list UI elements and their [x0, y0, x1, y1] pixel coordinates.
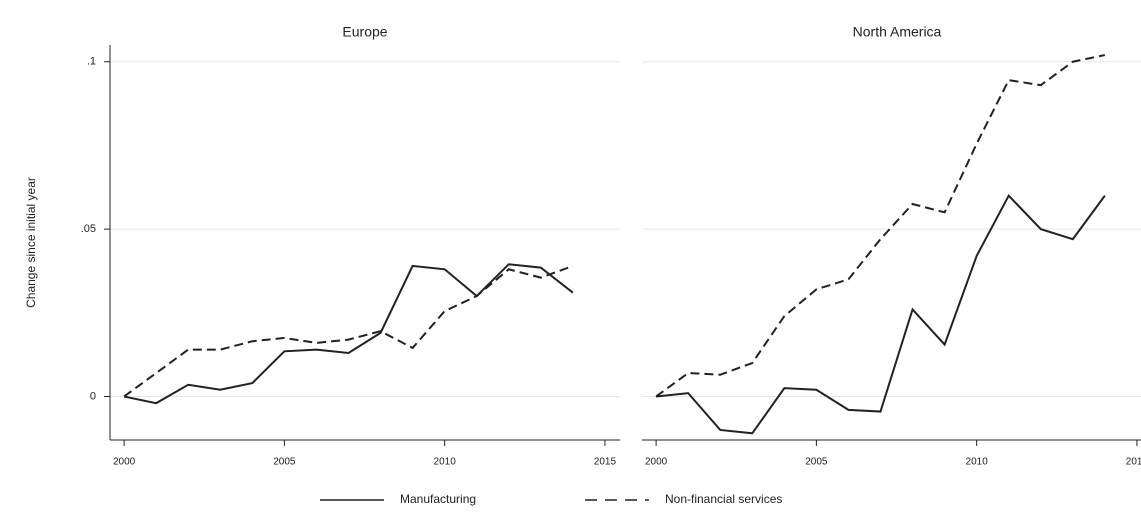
y-tick-label: .05 — [81, 223, 96, 235]
series-line — [656, 193, 1106, 435]
x-tick-label: 2015 — [594, 457, 617, 468]
panel-title: Europe — [342, 24, 387, 40]
legend-label: Non-financial services — [665, 492, 782, 506]
x-tick-label: 2015 — [1126, 457, 1141, 468]
y-axis-label: Change since initial year — [24, 177, 38, 308]
y-tick-label: 0 — [90, 390, 96, 402]
x-tick-label: 2000 — [113, 457, 136, 468]
x-tick-label: 2010 — [966, 457, 989, 468]
x-tick-label: 2005 — [805, 457, 828, 468]
x-tick-label: 2010 — [434, 457, 457, 468]
x-tick-label: 2005 — [273, 457, 296, 468]
panel-title: North America — [853, 24, 942, 40]
series-line — [123, 264, 574, 398]
legend-label: Manufacturing — [400, 492, 476, 506]
y-tick-label: .1 — [87, 56, 96, 68]
x-tick-label: 2000 — [645, 457, 668, 468]
series-line — [123, 263, 574, 405]
series-line — [655, 54, 1106, 398]
